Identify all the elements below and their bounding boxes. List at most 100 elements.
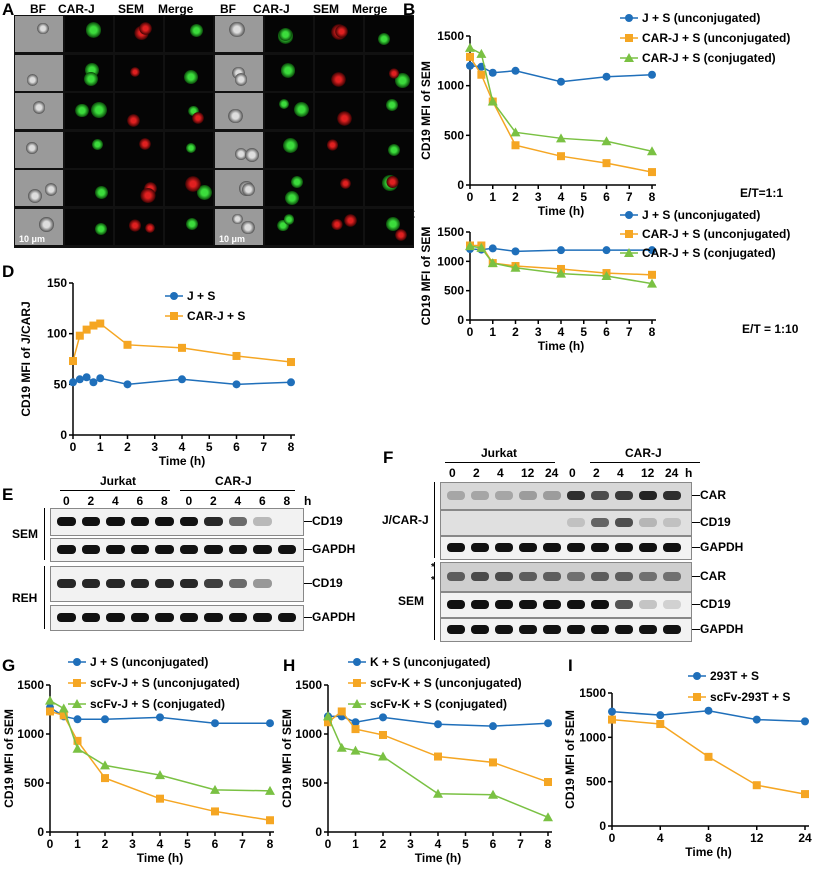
lane-label: 24: [665, 466, 679, 480]
data-point: [510, 127, 521, 137]
row-group-label: SEM: [398, 594, 425, 608]
cell-blob: [44, 183, 58, 196]
cell-blob: [128, 219, 142, 232]
x-tick-label: 2: [102, 837, 109, 851]
data-point: [608, 715, 616, 724]
data-point: [656, 711, 665, 720]
protein-band: [543, 625, 561, 634]
lane-label: 2: [87, 494, 95, 508]
protein-band: [567, 572, 585, 581]
data-point: [59, 711, 68, 720]
lane-label: 4: [617, 466, 624, 480]
protein-band: [543, 600, 561, 609]
data-point: [602, 246, 611, 255]
legend-marker: [352, 699, 362, 708]
y-axis-label: CD19 MFI of SEM: [280, 709, 294, 808]
data-point: [511, 66, 520, 75]
cell-blob: [91, 102, 107, 118]
data-point: [69, 357, 77, 366]
x-tick-label: 3: [151, 440, 158, 454]
data-point: [543, 812, 553, 822]
et-ratio-b: E/T=1:1: [740, 186, 784, 200]
data-point: [351, 718, 360, 727]
chart-h: 0 500 1000 1500 0 1 2 3 4 5 6 7 8 Time (h) CD19 MFI of…: [280, 655, 553, 865]
band-marker: [304, 583, 312, 584]
y-tick-label: 500: [444, 128, 464, 142]
protein-band: [179, 579, 198, 588]
microscopy-cell: [265, 208, 313, 245]
data-point: [82, 325, 91, 334]
x-tick-label: 6: [212, 837, 219, 851]
data-point: [557, 152, 565, 161]
legend-label: J + S (unconjugated): [642, 11, 760, 25]
legend-label: CAR-J + S (unconjugated): [642, 31, 790, 45]
x-tick-label: 5: [184, 837, 191, 851]
band-label: CD19: [700, 515, 731, 529]
protein-band: [204, 545, 223, 554]
cell-blob: [184, 176, 201, 193]
microscopy-cell: [65, 16, 113, 52]
x-tick-label: 7: [239, 837, 246, 851]
x-tick-label: 7: [260, 440, 267, 454]
data-point: [232, 351, 241, 360]
protein-band: [277, 613, 296, 622]
legend-label: CAR-J + S: [187, 309, 245, 323]
data-point: [266, 719, 274, 728]
cell-blob: [336, 111, 352, 127]
protein-band: [447, 600, 465, 609]
x-tick-label: 8: [267, 837, 274, 851]
series-line: [327, 716, 549, 818]
cell-blob: [26, 74, 39, 86]
protein-band: [639, 600, 657, 609]
data-point: [488, 789, 498, 799]
legend-label: K + S (unconjugated): [370, 655, 490, 669]
x-tick-label: 0: [47, 837, 54, 851]
protein-band: [447, 625, 465, 634]
column-header: Merge: [158, 2, 194, 16]
legend-marker: [170, 292, 178, 300]
panel-label-a: A: [2, 0, 15, 19]
microscopy-cell: [315, 131, 363, 168]
microscopy-grid: 10 μm 10 μm: [14, 15, 414, 248]
series-1: scFv-293T + S: [608, 690, 809, 799]
microscopy-cell: [165, 93, 213, 129]
data-point: [648, 168, 656, 177]
x-tick-label: 8: [649, 325, 656, 339]
row-group-bracket: [434, 482, 435, 558]
protein-band: [519, 600, 537, 609]
protein-band: [228, 517, 247, 526]
protein-band: [57, 613, 76, 622]
column-header: BF: [220, 2, 236, 16]
protein-band: [130, 613, 149, 622]
y-axis-label: CD19 MFI of SEM: [563, 710, 577, 809]
band-label: GAPDH: [700, 540, 744, 554]
protein-band: [447, 491, 465, 500]
x-tick-label: 4: [657, 831, 664, 845]
band-marker: [304, 549, 312, 550]
data-point: [476, 48, 487, 58]
microscopy-cell: [65, 170, 113, 206]
cell-blob: [277, 219, 289, 232]
protein-band: [253, 545, 272, 554]
cell-blob: [185, 143, 196, 154]
x-axis-label: Time (h): [538, 339, 584, 353]
blot-strip: [50, 566, 304, 602]
series-line: [72, 322, 292, 363]
protein-band: [567, 491, 585, 500]
band-marker: [304, 617, 312, 618]
band-marker: [692, 495, 700, 496]
protein-band: [639, 491, 657, 500]
protein-band: [81, 545, 100, 554]
panel-label-g: G: [2, 656, 16, 675]
blot-strip: [440, 482, 692, 510]
protein-band: [471, 600, 489, 609]
x-tick-label: 4: [157, 837, 164, 851]
data-point: [287, 358, 295, 367]
cell-blob: [187, 105, 199, 117]
cell-blob: [330, 71, 347, 87]
protein-band: [471, 625, 489, 634]
protein-band: [277, 545, 296, 554]
data-point: [511, 141, 520, 150]
series-0: J + S (unconjugated): [466, 11, 760, 86]
y-tick-label: 1000: [437, 254, 464, 268]
